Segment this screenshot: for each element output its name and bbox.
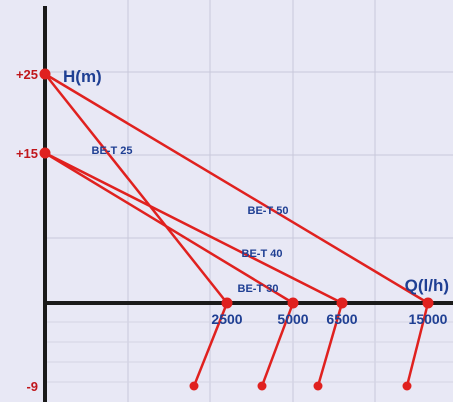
leader-line [192, 302, 229, 387]
y-axis-label: H(m) [63, 67, 102, 86]
series-line [44, 151, 294, 305]
leader-line [260, 302, 295, 387]
series-label: BE-T 40 [242, 248, 283, 260]
x-tick-label: 6500 [326, 311, 357, 327]
labels: H(m) Q(l/h) +25 +15 -9 2500 5000 6500 15000 BE-… [16, 67, 449, 394]
x-intercept-point [287, 297, 299, 309]
y-intercept-point [39, 147, 51, 159]
y-tick-label: -9 [26, 379, 38, 394]
leader-line [316, 302, 344, 387]
x-intercept-point [221, 297, 233, 309]
series-lines [44, 72, 430, 387]
leader-end-point [257, 381, 267, 391]
series-label: BE-T 30 [238, 283, 279, 295]
series-line [44, 73, 228, 304]
x-tick-label: 15000 [409, 311, 448, 327]
leader-end-point [402, 381, 412, 391]
series-label: BE-T 50 [248, 205, 289, 217]
x-axis-label: Q(l/h) [405, 276, 449, 295]
y-intercept-point [39, 68, 51, 80]
y-tick-label: +15 [16, 146, 38, 161]
leader-end-point [313, 381, 323, 391]
leader-end-point [189, 381, 199, 391]
series-line [44, 72, 429, 305]
x-tick-label: 5000 [277, 311, 308, 327]
y-tick-label: +25 [16, 67, 38, 82]
x-intercept-point [336, 297, 348, 309]
x-intercept-point [422, 297, 434, 309]
data-points [39, 68, 434, 391]
grid [45, 0, 453, 402]
leader-line [405, 302, 430, 387]
series-label: BE-T 25 [92, 145, 133, 157]
series-line [44, 151, 343, 305]
x-tick-label: 2500 [211, 311, 242, 327]
